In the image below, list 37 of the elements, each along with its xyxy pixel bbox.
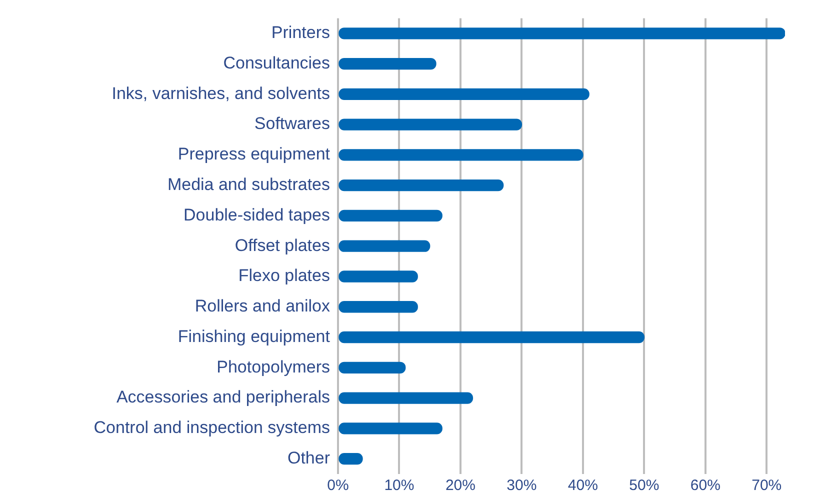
x-tick-label: 40% <box>568 477 598 494</box>
y-tick-label: Other <box>287 448 330 468</box>
x-tick-label: 10% <box>384 477 414 494</box>
bar <box>338 331 644 344</box>
bar <box>338 88 590 100</box>
bar <box>338 58 436 70</box>
x-tick-label: 30% <box>506 477 537 494</box>
bar <box>338 392 474 404</box>
x-tick-label: 50% <box>629 477 660 494</box>
y-tick-label: Accessories and peripherals <box>116 388 330 407</box>
y-tick-label: Media and substrates <box>167 175 330 194</box>
y-tick-label: Double-sided tapes <box>184 205 330 224</box>
bar <box>338 118 522 130</box>
y-tick-label: Offset plates <box>234 236 330 255</box>
y-tick-label: Photopolymers <box>216 357 330 376</box>
y-tick-label: Control and inspection systems <box>94 418 330 438</box>
bar <box>338 422 442 434</box>
x-tick-label: 70% <box>752 477 782 494</box>
y-tick-label: Softwares <box>254 114 330 134</box>
y-tick-label: Finishing equipment <box>178 326 330 346</box>
x-tick-label: 60% <box>690 477 720 494</box>
bar <box>338 179 504 192</box>
bar <box>338 240 430 252</box>
y-tick-label: Rollers and anilox <box>194 296 330 316</box>
y-tick-label: Prepress equipment <box>178 144 330 164</box>
bar <box>338 301 418 313</box>
bar <box>338 149 584 161</box>
bar <box>338 210 442 222</box>
x-tick-label: 0% <box>327 477 349 494</box>
x-tick-label: 20% <box>445 477 476 494</box>
bar <box>338 362 406 374</box>
y-tick-label: Printers <box>271 23 330 42</box>
bar <box>338 270 418 282</box>
y-tick-label: Flexo plates <box>238 266 330 286</box>
bar <box>338 28 785 40</box>
y-tick-label: Consultancies <box>223 53 330 72</box>
y-tick-label: Inks, varnishes, and solvents <box>112 84 330 103</box>
